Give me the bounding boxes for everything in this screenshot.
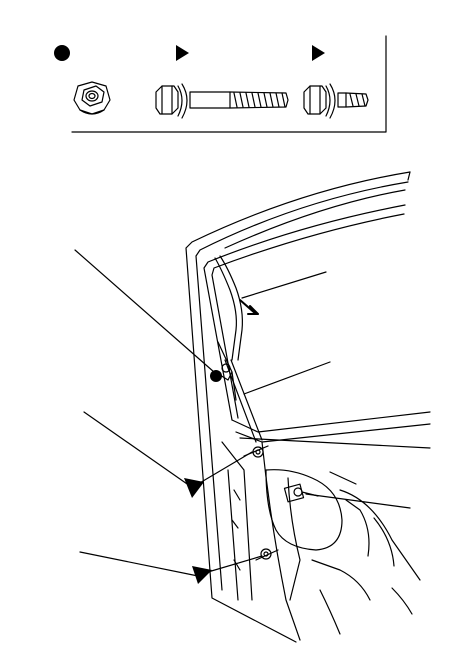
arrow-icon <box>239 299 259 315</box>
callouts <box>74 249 411 584</box>
short-flange-bolt-icon <box>303 83 369 119</box>
legend-triangle-icon-2 <box>312 45 325 61</box>
callout-bolt-lower-leader <box>79 551 199 577</box>
flange-nut-icon <box>73 81 111 115</box>
door-frame <box>185 171 431 643</box>
window-channel <box>214 255 263 443</box>
callout-bolt-upper-leader <box>83 411 191 487</box>
legend-filled-circle-icon <box>54 45 70 61</box>
regulator-bolt-lower <box>255 548 279 561</box>
regulator-bolt-upper <box>243 445 269 458</box>
callout-cable-clip-leader <box>241 271 327 299</box>
callout-window-channel-leader <box>243 361 331 395</box>
callout-nut-marker-filled-circle-icon <box>210 370 222 382</box>
legend-box <box>54 35 387 133</box>
callout-nut-leader <box>74 249 215 373</box>
cable-clip <box>219 363 233 381</box>
long-flange-bolt-icon <box>155 83 289 119</box>
legend-triangle-icon-1 <box>176 45 189 61</box>
callout-regulator-connector-leader <box>305 493 411 509</box>
callout-bolt-lower-triangle-icon <box>192 566 212 584</box>
callout-bolt-upper-triangle-icon <box>184 478 204 498</box>
